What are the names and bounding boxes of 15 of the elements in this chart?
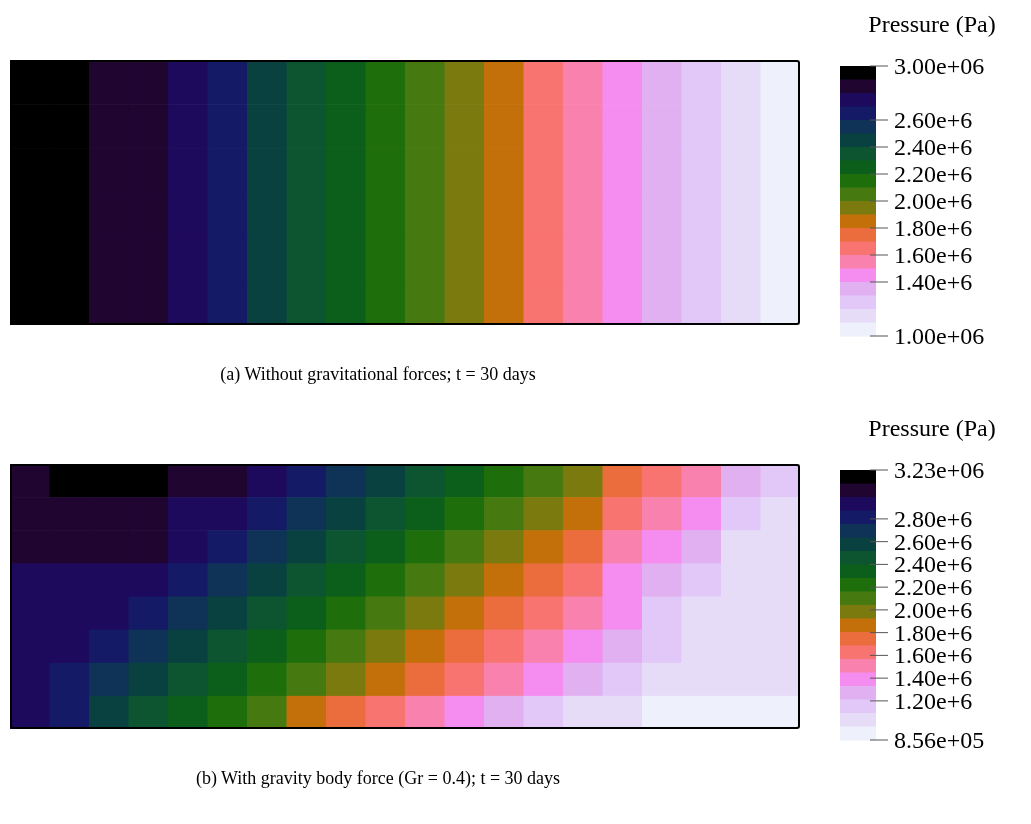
color-bar-label: 3.00e+06 (894, 53, 985, 79)
color-bar-label: 2.20e+6 (894, 161, 973, 187)
color-bar-label: 1.60e+6 (894, 242, 973, 268)
color-bar-label: 3.23e+06 (894, 457, 985, 483)
color-bar-label: 2.00e+6 (894, 188, 973, 214)
color-bar-label: 1.80e+6 (894, 215, 973, 241)
color-bar-label: 2.60e+6 (894, 107, 973, 133)
text: (a) Without gravitational forces; t = 30 days (219, 364, 537, 385)
text: (b) With gravity body force (Gr = 0.4); t = 30 days (194, 768, 562, 789)
color-bar-label: 1.00e+06 (894, 323, 985, 349)
color-bar-label: 2.40e+6 (894, 134, 973, 160)
color-bar-label: 1.40e+6 (894, 269, 973, 295)
color-bar-title: Pressure (Pa) (868, 11, 996, 37)
color-bar-title: Pressure (Pa) (868, 415, 996, 441)
color-bar-label: 8.56e+05 (894, 727, 985, 753)
